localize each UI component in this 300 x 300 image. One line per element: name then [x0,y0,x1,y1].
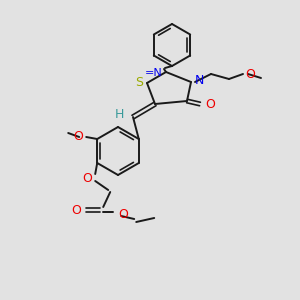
Text: O: O [71,203,81,217]
Text: O: O [82,172,92,184]
Text: O: O [205,98,215,110]
Text: S: S [135,76,143,88]
Text: O: O [73,130,83,143]
Text: H: H [115,107,124,121]
Text: N: N [195,74,204,88]
Text: O: O [245,68,255,80]
Text: O: O [118,208,128,220]
Text: =N: =N [145,68,163,78]
